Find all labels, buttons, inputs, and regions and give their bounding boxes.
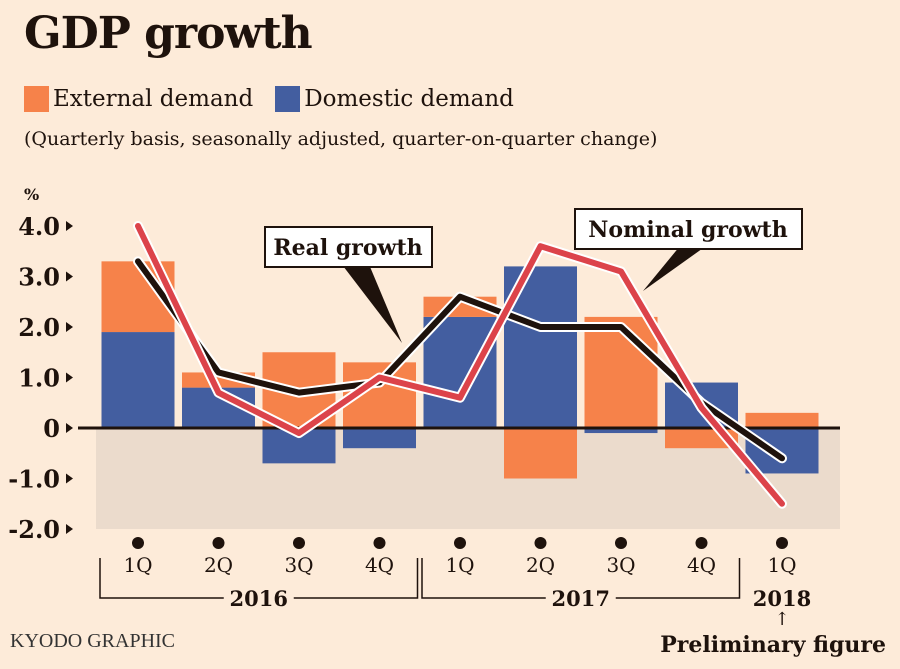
x-tick-dot xyxy=(212,537,225,549)
y-tick-marker xyxy=(66,372,73,383)
x-tick-label: 4Q xyxy=(687,553,716,577)
y-tick-label: 2.0 xyxy=(18,313,60,342)
x-tick-label: 3Q xyxy=(606,553,635,577)
year-label: 2016 xyxy=(230,586,288,611)
chart-title: GDP growth xyxy=(24,8,313,59)
y-tick-label: 3.0 xyxy=(18,263,60,292)
nominal-callout-box xyxy=(574,208,803,250)
chart-subtitle: (Quarterly basis, seasonally adjusted, q… xyxy=(24,128,658,150)
legend-item-domestic: Domestic demand xyxy=(275,86,514,112)
bar-domestic xyxy=(423,316,497,428)
y-tick-marker xyxy=(66,322,73,332)
year-label: 2017 xyxy=(552,586,610,611)
x-tick-dot xyxy=(534,537,547,549)
legend-swatch-domestic xyxy=(275,86,301,112)
x-tick-label: 2Q xyxy=(204,553,233,577)
legend: External demand Domestic demand xyxy=(24,86,536,112)
preliminary-note: Preliminary figure xyxy=(660,632,886,658)
year-bracket xyxy=(421,558,741,599)
y-tick-marker xyxy=(66,524,73,534)
x-tick-label: 2Q xyxy=(526,553,555,577)
x-tick-dot xyxy=(615,537,627,549)
x-tick-label: 3Q xyxy=(284,553,313,577)
x-tick-dot xyxy=(454,537,466,549)
x-tick-label: 4Q xyxy=(365,553,394,577)
y-tick-marker xyxy=(66,221,73,231)
legend-label-external: External demand xyxy=(53,86,254,112)
x-tick-dot xyxy=(695,537,708,549)
real-callout-label: Real growth xyxy=(273,235,422,261)
x-tick-label: 1Q xyxy=(445,553,474,577)
bar-domestic xyxy=(584,428,658,434)
credit: KYODO GRAPHIC xyxy=(10,630,176,652)
y-tick-label: -1.0 xyxy=(8,465,60,494)
y-axis-unit: % xyxy=(24,185,39,204)
bar-domestic xyxy=(101,332,175,428)
bar-external xyxy=(504,428,577,479)
year-label: 2018 xyxy=(753,586,811,611)
nominal-callout-label: Nominal growth xyxy=(588,217,787,243)
year-bracket xyxy=(99,558,419,599)
y-tick-label: -2.0 xyxy=(8,515,60,544)
y-tick-label: 0 xyxy=(43,414,60,443)
x-tick-dot xyxy=(776,537,788,549)
legend-label-domestic: Domestic demand xyxy=(304,86,514,112)
y-tick-marker xyxy=(66,473,73,484)
y-tick-marker xyxy=(66,423,73,433)
real-callout-pointer xyxy=(340,262,402,343)
bar-external xyxy=(584,316,658,428)
x-tick-label: 1Q xyxy=(123,553,152,577)
nominal-callout-pointer xyxy=(643,246,706,291)
x-tick-label: 1Q xyxy=(767,553,796,577)
legend-item-external: External demand xyxy=(24,86,253,112)
x-tick-dot xyxy=(293,537,305,549)
bar-external xyxy=(745,412,819,428)
x-tick-dot xyxy=(132,537,144,549)
y-tick-label: 4.0 xyxy=(18,212,60,241)
real-callout-box xyxy=(264,226,433,268)
y-tick-label: 1.0 xyxy=(18,364,60,393)
bar-domestic xyxy=(343,428,416,449)
x-tick-dot xyxy=(373,537,386,549)
preliminary-arrow: ↑ xyxy=(774,609,789,630)
y-tick-marker xyxy=(66,271,73,282)
legend-swatch-external xyxy=(24,86,49,112)
